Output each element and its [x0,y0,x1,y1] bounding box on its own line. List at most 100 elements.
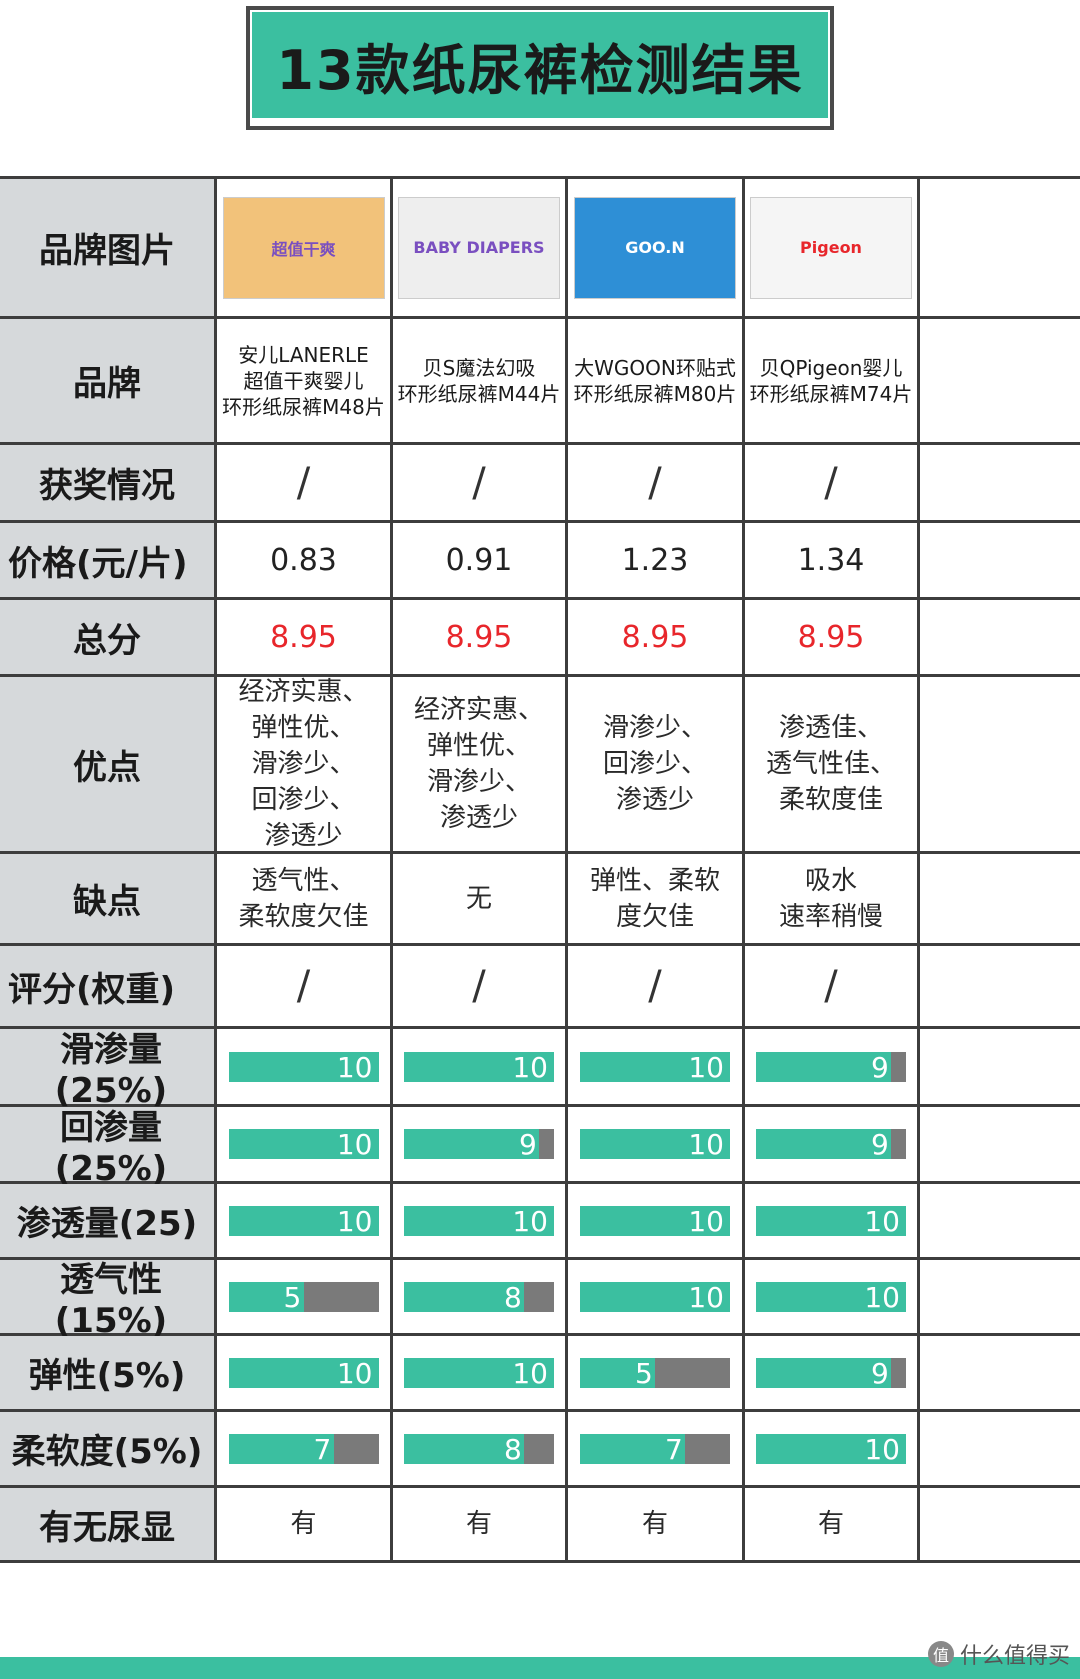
price-value: 0.83 [270,542,337,578]
row-label-cons: 缺点 [0,854,217,943]
cell-permeate-3: 10 [568,1184,745,1257]
cell-indicator-1: 有 [217,1488,393,1560]
score-bar-fill [228,1281,304,1312]
score-bar: 10 [580,1050,730,1084]
row-leak: 滑渗量(25%) 10 10 10 9 [0,1026,1080,1111]
cell-price-4: 1.34 [745,523,920,597]
score-bar-fill [404,1357,554,1388]
score-bar: 10 [228,1204,379,1238]
page-title: 13款纸尿裤检测结果 [276,38,804,102]
cell-pros-1: 经济实惠、 弹性优、 滑渗少、 回渗少、 渗透少 [217,677,393,851]
score-bar: 10 [580,1204,730,1238]
footer-bar [0,1657,1080,1679]
title-banner: 13款纸尿裤检测结果 [252,12,828,118]
row-score: 总分 8.95 8.95 8.95 8.95 [0,597,1080,674]
score-bar: 7 [228,1433,379,1465]
score-bar-value: 9 [871,1050,889,1084]
score-bar-value: 10 [512,1204,548,1238]
score-bar: 10 [228,1356,379,1390]
cons-value: 弹性、柔软 度欠佳 [589,865,720,932]
row-label-soft: 柔软度(5%) [0,1412,217,1485]
product-image-label: Pigeon [800,238,862,257]
cell-score-2: 8.95 [393,600,568,674]
indicator-value: 有 [641,1509,668,1539]
row-label-indicator: 有无尿显 [0,1488,217,1560]
empty-cell [920,854,1080,943]
cell-price-3: 1.23 [568,523,745,597]
row-award: 获奖情况 / / / / [0,442,1080,520]
cell-brand-4: 贝QPigeon婴儿 环形纸尿裤M74片 [745,319,920,442]
cell-pros-3: 滑渗少、 回渗少、 渗透少 [568,677,745,851]
score-bar-fill [228,1205,379,1236]
score-bar: 9 [756,1050,906,1084]
score-bar: 8 [404,1433,554,1465]
score-value: 8.95 [621,619,689,655]
row-breath: 透气性(15%) 5 8 10 10 [0,1257,1080,1341]
score-value: 8.95 [270,619,337,655]
rating-value: / [472,963,486,1009]
row-label-elastic: 弹性(5%) [0,1336,217,1409]
product-image: Pigeon [750,196,912,299]
cell-permeate-2: 10 [393,1184,568,1257]
score-bar-fill [756,1281,906,1312]
cell-soft-1: 7 [217,1412,393,1485]
cell-indicator-4: 有 [745,1488,920,1560]
score-bar: 9 [756,1128,906,1161]
score-bar-fill [228,1433,334,1464]
cell-leak-2: 10 [393,1029,568,1104]
empty-cell [920,1029,1080,1104]
empty-cell [920,1488,1080,1560]
empty-cell [920,319,1080,442]
cell-image-1: 超值干爽 [217,179,393,316]
rating-value: / [648,963,662,1009]
empty-cell [920,677,1080,851]
score-bar-value: 10 [512,1050,548,1084]
score-bar-value: 10 [688,1204,724,1238]
cell-score-3: 8.95 [568,600,745,674]
cell-brand-2: 贝S魔法幻吸 环形纸尿裤M44片 [393,319,568,442]
pros-value: 滑渗少、 回渗少、 渗透少 [602,713,707,815]
score-bar-value: 10 [336,1356,373,1390]
score-bar-fill [404,1051,554,1082]
cell-breath-2: 8 [393,1260,568,1333]
score-bar-value: 10 [336,1204,373,1238]
row-permeate: 渗透量(25) 10 10 10 10 [0,1181,1080,1257]
cons-value: 透气性、 柔软度欠佳 [238,865,369,932]
cell-indicator-2: 有 [393,1488,568,1560]
row-label-award: 获奖情况 [0,445,217,520]
empty-cell [920,179,1080,316]
score-bar-fill [580,1051,730,1082]
brand-value: 贝QPigeon婴儿 环形纸尿裤M74片 [749,355,913,406]
row-rewet: 回渗量(25%) 10 9 10 9 [0,1104,1080,1189]
row-elastic: 弹性(5%) 10 10 5 9 [0,1333,1080,1409]
score-bar-value: 9 [871,1128,889,1161]
cell-rewet-4: 9 [745,1107,920,1181]
cell-permeate-4: 10 [745,1184,920,1257]
results-table: 品牌图片 超值干爽 BABY DIAPERS GOO.N Pigeon 品牌 安儿LANER… [0,176,1080,1563]
empty-cell [920,600,1080,674]
score-bar: 10 [404,1357,554,1389]
cell-soft-3: 7 [568,1412,745,1485]
score-bar-fill [756,1433,906,1464]
cell-rewet-3: 10 [568,1107,745,1181]
score-value: 8.95 [797,619,865,655]
score-bar: 10 [756,1205,906,1237]
cell-leak-4: 9 [745,1029,920,1104]
score-bar-fill [756,1357,891,1388]
brand-value: 贝S魔法幻吸 环形纸尿裤M44片 [397,355,561,406]
empty-cell [920,445,1080,520]
cell-image-4: Pigeon [745,179,920,316]
cell-image-2: BABY DIAPERS [393,179,568,316]
row-label-price: 价格(元/片) [0,523,217,597]
row-soft: 柔软度(5%) 7 8 7 10 [0,1409,1080,1485]
cell-brand-3: 大WGOON环贴式 环形纸尿裤M80片 [568,319,745,442]
cell-soft-2: 8 [393,1412,568,1485]
award-value: / [824,459,838,506]
score-bar-fill [404,1433,524,1464]
price-value: 1.23 [621,542,689,578]
score-bar-value: 10 [688,1050,724,1084]
row-label-leak: 滑渗量(25%) [0,1029,217,1111]
row-rating: 评分(权重) / / / / [0,943,1080,1026]
award-value: / [472,459,486,506]
brand-value: 大WGOON环贴式 环形纸尿裤M80片 [573,355,737,406]
